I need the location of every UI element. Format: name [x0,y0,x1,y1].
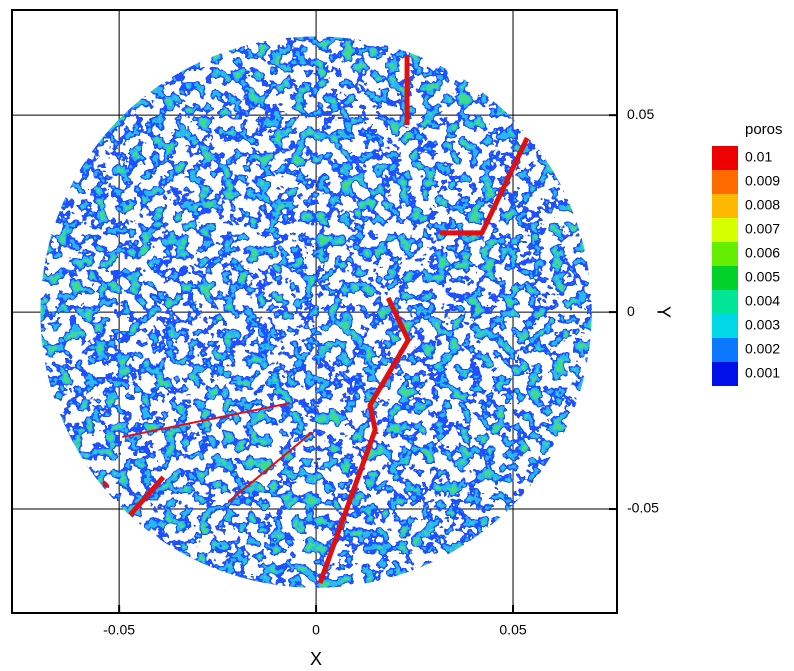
legend-swatch [712,242,738,266]
legend-label: 0.001 [745,365,780,381]
y-tick-label: 0 [627,303,635,319]
y-axis-label: Y [653,306,673,318]
legend-swatch [712,290,738,314]
legend-label: 0.006 [745,245,780,261]
legend-swatch [712,362,738,386]
fracture [122,402,291,438]
legend-label: 0.01 [745,149,772,165]
x-axis-label: X [310,649,322,669]
legend-title: poros [745,121,783,138]
y-tick-label: -0.05 [627,500,659,516]
porosity-field [40,36,592,588]
legend-label: 0.009 [745,173,780,189]
legend-swatch [712,266,738,290]
y-tick-label: 0.05 [627,106,654,122]
x-tick-label: 0.05 [499,622,526,638]
legend-label: 0.008 [745,197,780,213]
legend-label: 0.007 [745,221,780,237]
fracture [227,431,313,503]
fracture [317,296,411,584]
legend-swatch [712,314,738,338]
fracture [101,480,110,489]
x-tick-label: 0 [312,622,320,638]
legend-label: 0.003 [745,317,780,333]
legend-swatch [712,170,738,194]
legend-label: 0.004 [745,293,780,309]
fracture [440,136,530,236]
legend-swatch [712,194,738,218]
legend-swatch [712,218,738,242]
legend-swatch [712,146,738,170]
fracture [128,475,166,517]
legend-label: 0.002 [745,341,780,357]
x-tick-label: -0.05 [103,622,135,638]
legend-label: 0.005 [745,269,780,285]
legend-swatch [712,338,738,362]
